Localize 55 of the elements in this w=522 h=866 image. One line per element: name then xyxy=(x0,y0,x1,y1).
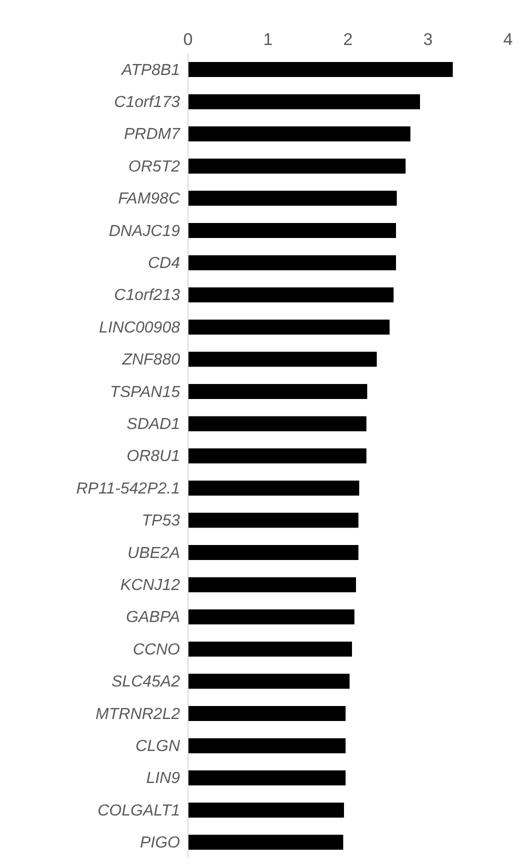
y-tick-label: GABPA xyxy=(126,609,180,626)
y-tick-label: C1orf173 xyxy=(114,94,180,111)
bar xyxy=(188,158,406,174)
bar xyxy=(188,770,346,786)
bar xyxy=(188,609,354,624)
x-tick-label: 1 xyxy=(263,30,273,49)
y-tick-label: SLC45A2 xyxy=(112,674,180,691)
y-tick-label: CCNO xyxy=(132,641,180,658)
bar xyxy=(188,223,396,238)
bar xyxy=(188,512,358,528)
bar xyxy=(188,480,360,496)
y-tick-label: TSPAN15 xyxy=(110,384,180,401)
bar xyxy=(188,94,420,110)
y-tick-label: KCNJ12 xyxy=(120,576,180,594)
y-tick-label: COLGALT1 xyxy=(98,802,180,820)
y-tick-label: RP11-542P2.1 xyxy=(76,480,180,498)
bar xyxy=(188,448,366,464)
bar xyxy=(188,834,344,850)
x-tick-label: 3 xyxy=(423,30,433,49)
y-tick-label: SDAD1 xyxy=(126,416,180,433)
bar xyxy=(188,674,350,689)
y-tick-label: LIN9 xyxy=(146,770,180,788)
y-tick-label: UBE2A xyxy=(128,544,180,562)
y-tick-label: OR8U1 xyxy=(126,448,180,466)
y-tick-label: TP53 xyxy=(142,512,180,530)
y-tick-label: CD4 xyxy=(148,254,180,272)
x-tick-label: 2 xyxy=(343,30,353,49)
y-tick-label: ZNF880 xyxy=(121,352,180,369)
bar xyxy=(188,384,368,399)
y-tick-label: FAM98C xyxy=(118,190,180,208)
y-tick-label: C1orf213 xyxy=(114,287,180,304)
bar xyxy=(188,642,352,657)
bar xyxy=(188,255,396,270)
y-tick-label: CLGN xyxy=(136,738,180,755)
y-tick-label: PIGO xyxy=(140,834,180,852)
bar xyxy=(188,287,394,302)
bar xyxy=(188,62,453,77)
x-tick-label: 4 xyxy=(503,30,513,49)
y-tick-label: MTRNR2L2 xyxy=(96,706,180,723)
y-tick-label: PRDM7 xyxy=(124,126,182,144)
bar xyxy=(188,320,390,335)
bar xyxy=(188,706,346,721)
y-tick-label: DNAJC19 xyxy=(108,222,180,240)
bar xyxy=(188,190,397,206)
bar xyxy=(188,352,377,367)
y-tick-label: OR5T2 xyxy=(128,158,180,176)
bar xyxy=(188,802,344,818)
bar xyxy=(188,126,410,142)
bar xyxy=(188,738,346,754)
bar xyxy=(188,416,366,432)
y-tick-label: LINC00908 xyxy=(99,319,180,336)
y-tick-label: ATP8B1 xyxy=(120,62,180,79)
x-tick-label: 0 xyxy=(183,30,193,49)
bar xyxy=(188,577,356,592)
bar xyxy=(188,545,358,560)
